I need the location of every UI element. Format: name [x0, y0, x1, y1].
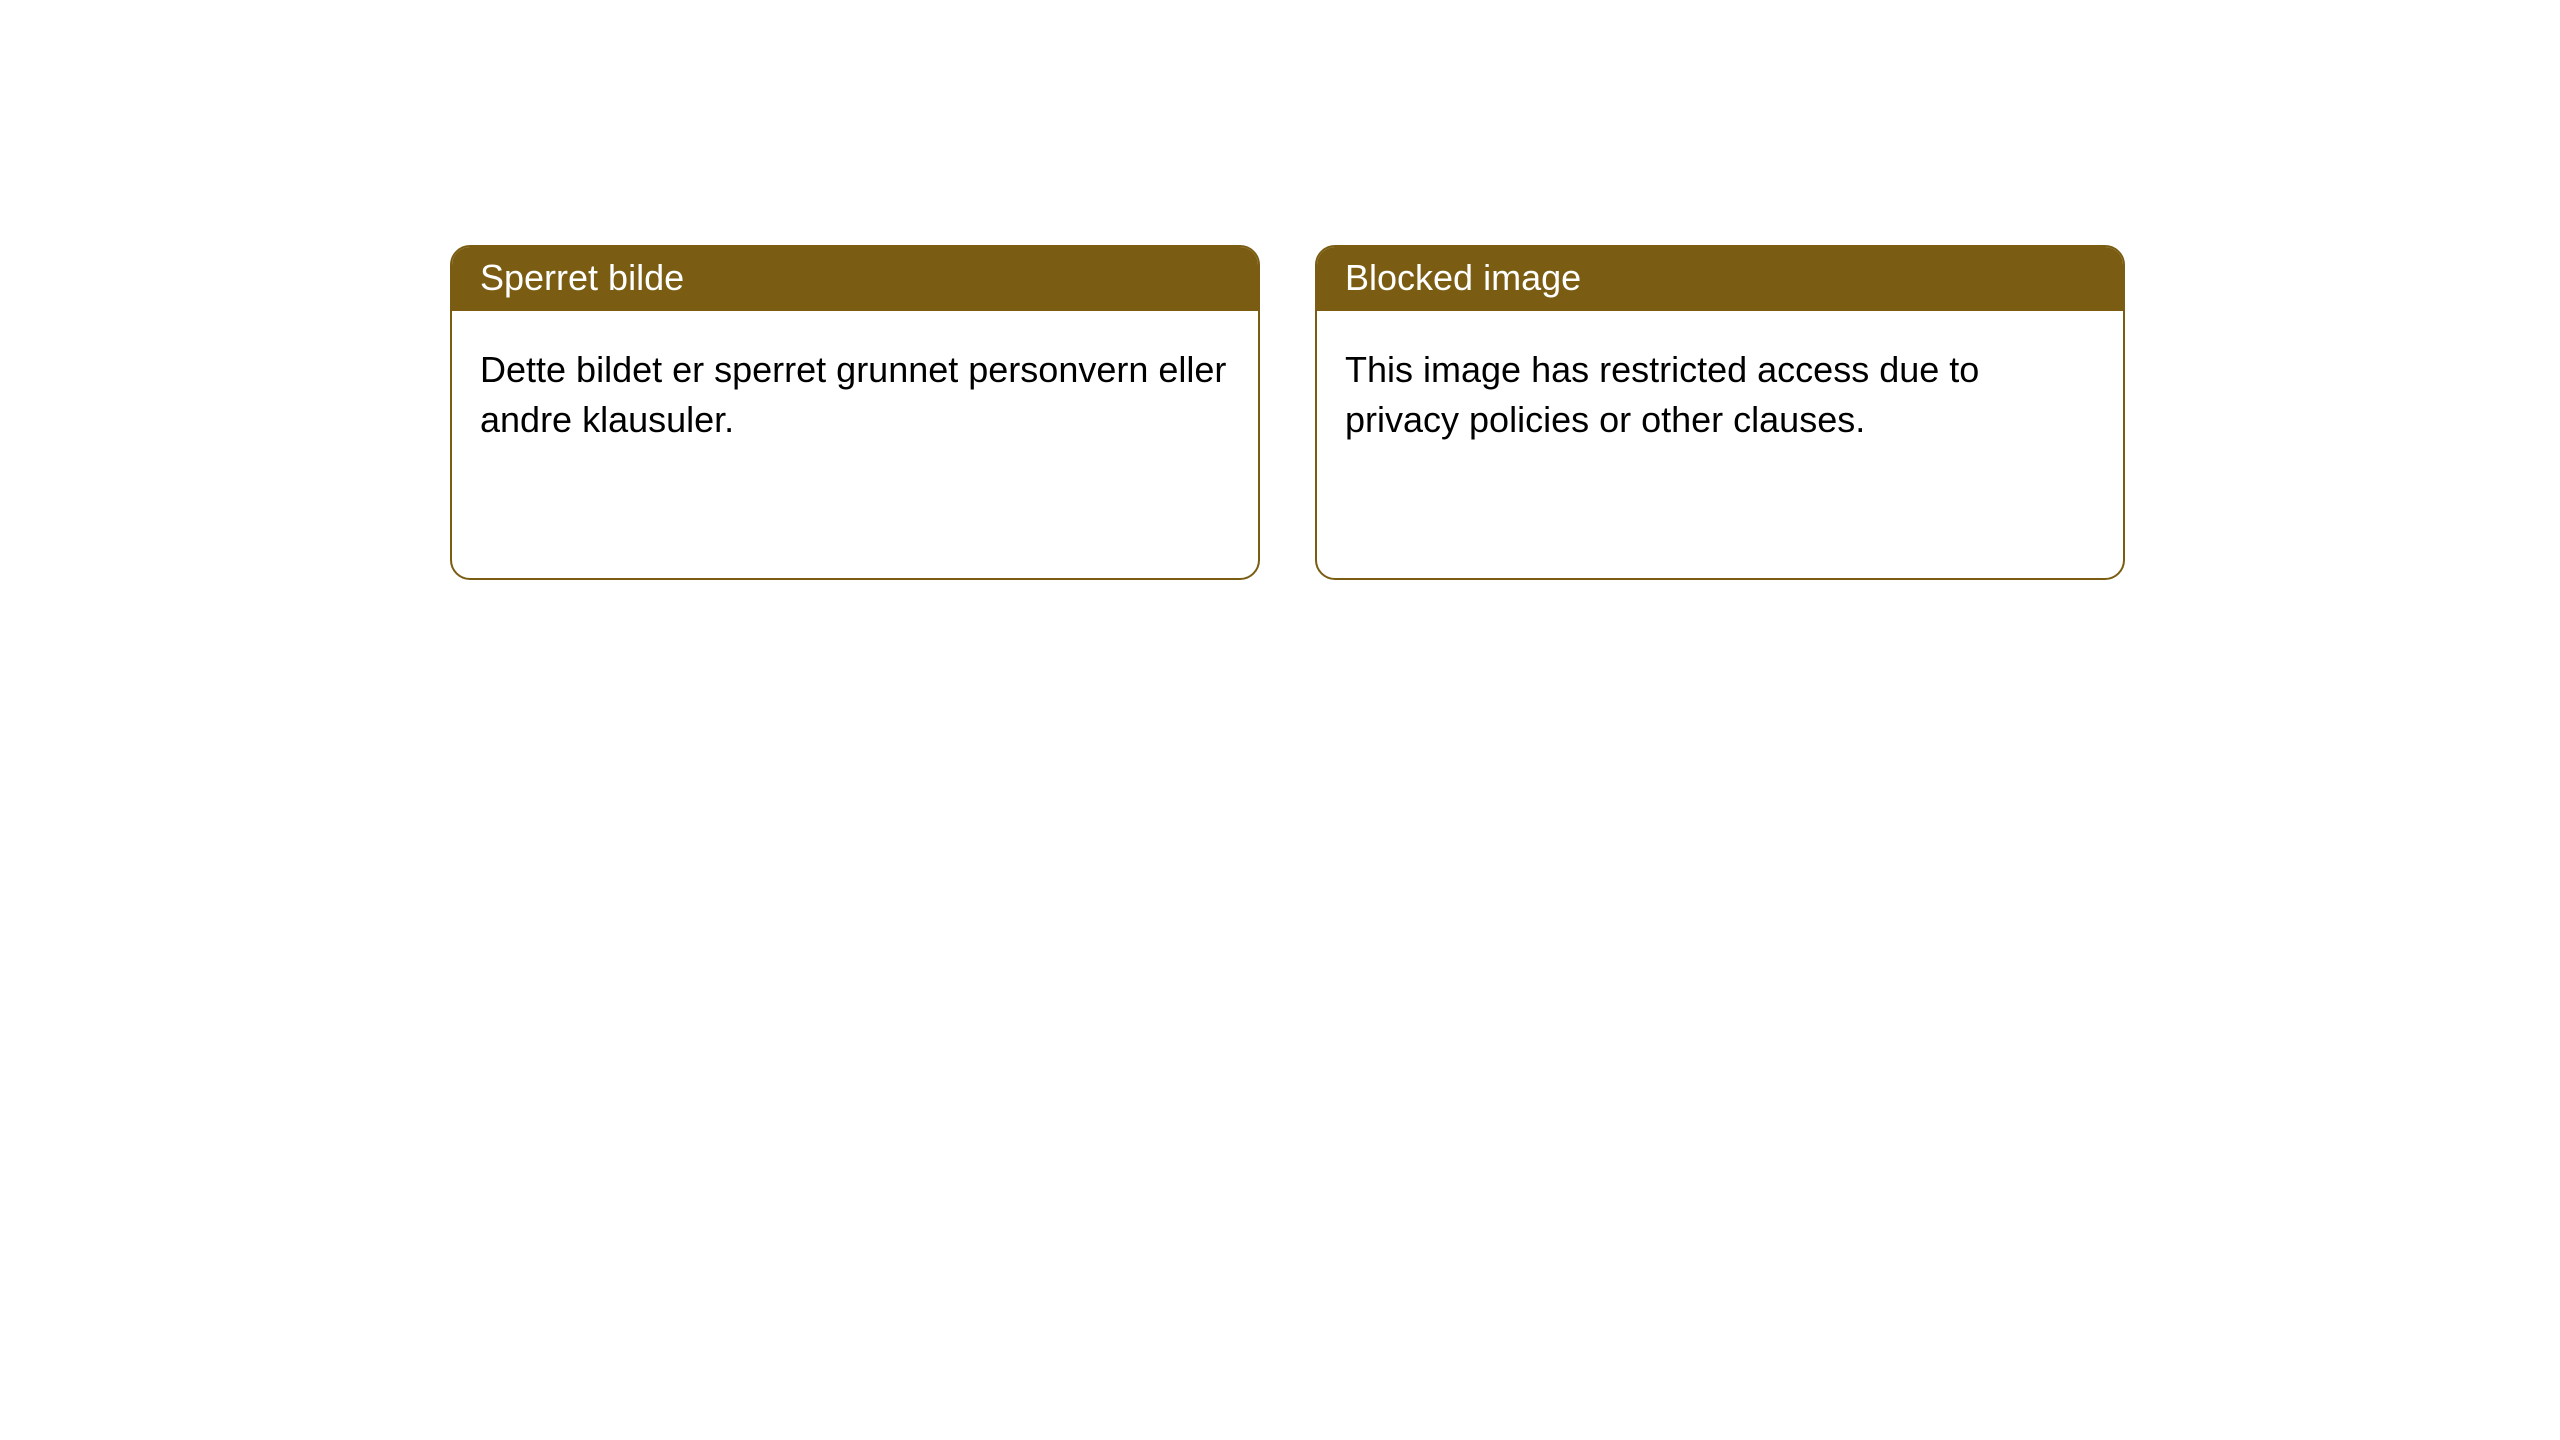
notice-cards-container: Sperret bilde Dette bildet er sperret gr…	[0, 0, 2560, 580]
card-title-norwegian: Sperret bilde	[480, 257, 684, 298]
card-header-english: Blocked image	[1317, 247, 2123, 311]
card-title-english: Blocked image	[1345, 257, 1581, 298]
card-body-norwegian: Dette bildet er sperret grunnet personve…	[452, 311, 1258, 480]
card-body-english: This image has restricted access due to …	[1317, 311, 2123, 480]
blocked-image-card-english: Blocked image This image has restricted …	[1315, 245, 2125, 580]
card-header-norwegian: Sperret bilde	[452, 247, 1258, 311]
card-text-english: This image has restricted access due to …	[1345, 349, 1979, 440]
card-text-norwegian: Dette bildet er sperret grunnet personve…	[480, 349, 1226, 440]
blocked-image-card-norwegian: Sperret bilde Dette bildet er sperret gr…	[450, 245, 1260, 580]
